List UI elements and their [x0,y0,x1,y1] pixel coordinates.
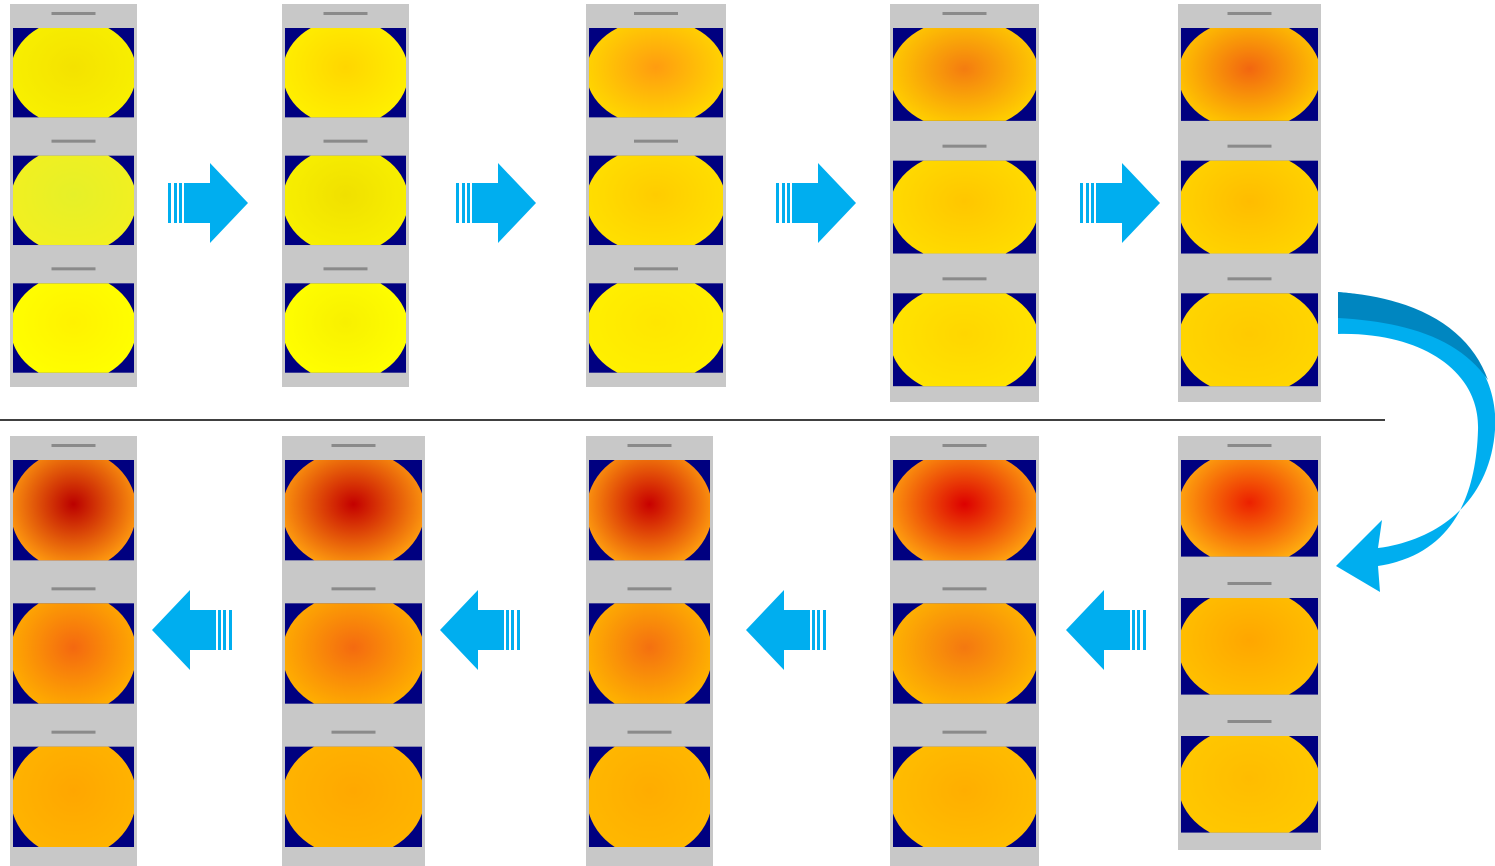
heat-map [893,460,1036,561]
map-title [51,12,96,15]
map-title [1227,12,1272,15]
step-arrow [440,590,520,670]
map-title [942,444,987,447]
heat-map [13,28,134,118]
heat-map [893,603,1036,704]
map-title [1227,277,1272,281]
map-title [51,444,96,447]
step-arrow [456,163,536,243]
result-panel [586,4,726,387]
heat-map [589,460,710,561]
map-title [634,12,678,15]
heat-map [285,746,422,848]
map-title [634,267,678,271]
map-title [627,444,672,447]
map-title [331,444,376,447]
map-title [51,139,96,143]
map-title [331,587,376,591]
heat-map [1181,28,1318,121]
heat-map [589,283,723,373]
heat-map [589,155,723,246]
map-title [942,277,987,281]
map-title [323,12,368,15]
heat-map [1181,736,1318,833]
map-title [634,139,678,143]
heat-map [285,460,422,561]
map-title [323,139,368,143]
map-title [1227,720,1272,723]
heat-map [13,155,134,246]
heat-map [893,28,1036,121]
heat-map [1181,293,1318,387]
result-panel [890,4,1039,402]
heat-map [1181,460,1318,557]
step-arrow [168,163,248,243]
map-title [627,730,672,734]
heat-map [893,293,1036,387]
map-title [323,267,368,271]
heat-map [589,746,710,848]
map-title [1227,582,1272,585]
map-title [51,267,96,271]
heat-map [13,603,134,704]
step-arrow [1066,590,1146,670]
map-title [942,587,987,591]
result-panel [10,436,137,866]
map-title [51,587,96,591]
result-panel [890,436,1039,866]
heat-map [13,746,134,848]
heat-map [285,28,406,118]
map-title [942,730,987,734]
result-panel [586,436,713,866]
result-panel [1178,436,1321,850]
map-title [1227,144,1272,148]
step-arrow [776,163,856,243]
heat-map [13,283,134,373]
heat-map [1181,160,1318,254]
heat-map [1181,598,1318,695]
heat-map [893,160,1036,254]
step-arrow [152,590,232,670]
result-panel [282,4,409,387]
heat-map [589,28,723,118]
result-panel [282,436,425,866]
map-title [1227,444,1272,447]
curved-arrow [1336,292,1495,592]
map-title [331,730,376,734]
map-title [51,730,96,734]
map-title [942,12,987,15]
heat-map [893,746,1036,848]
result-panel [10,4,137,387]
step-arrow [746,590,826,670]
heat-map [285,155,406,246]
map-title [942,144,987,148]
heat-map [13,460,134,561]
step-arrow [1080,163,1160,243]
heat-map [285,603,422,704]
heat-map [285,283,406,373]
heat-map [589,603,710,704]
result-panel [1178,4,1321,402]
map-title [627,587,672,591]
